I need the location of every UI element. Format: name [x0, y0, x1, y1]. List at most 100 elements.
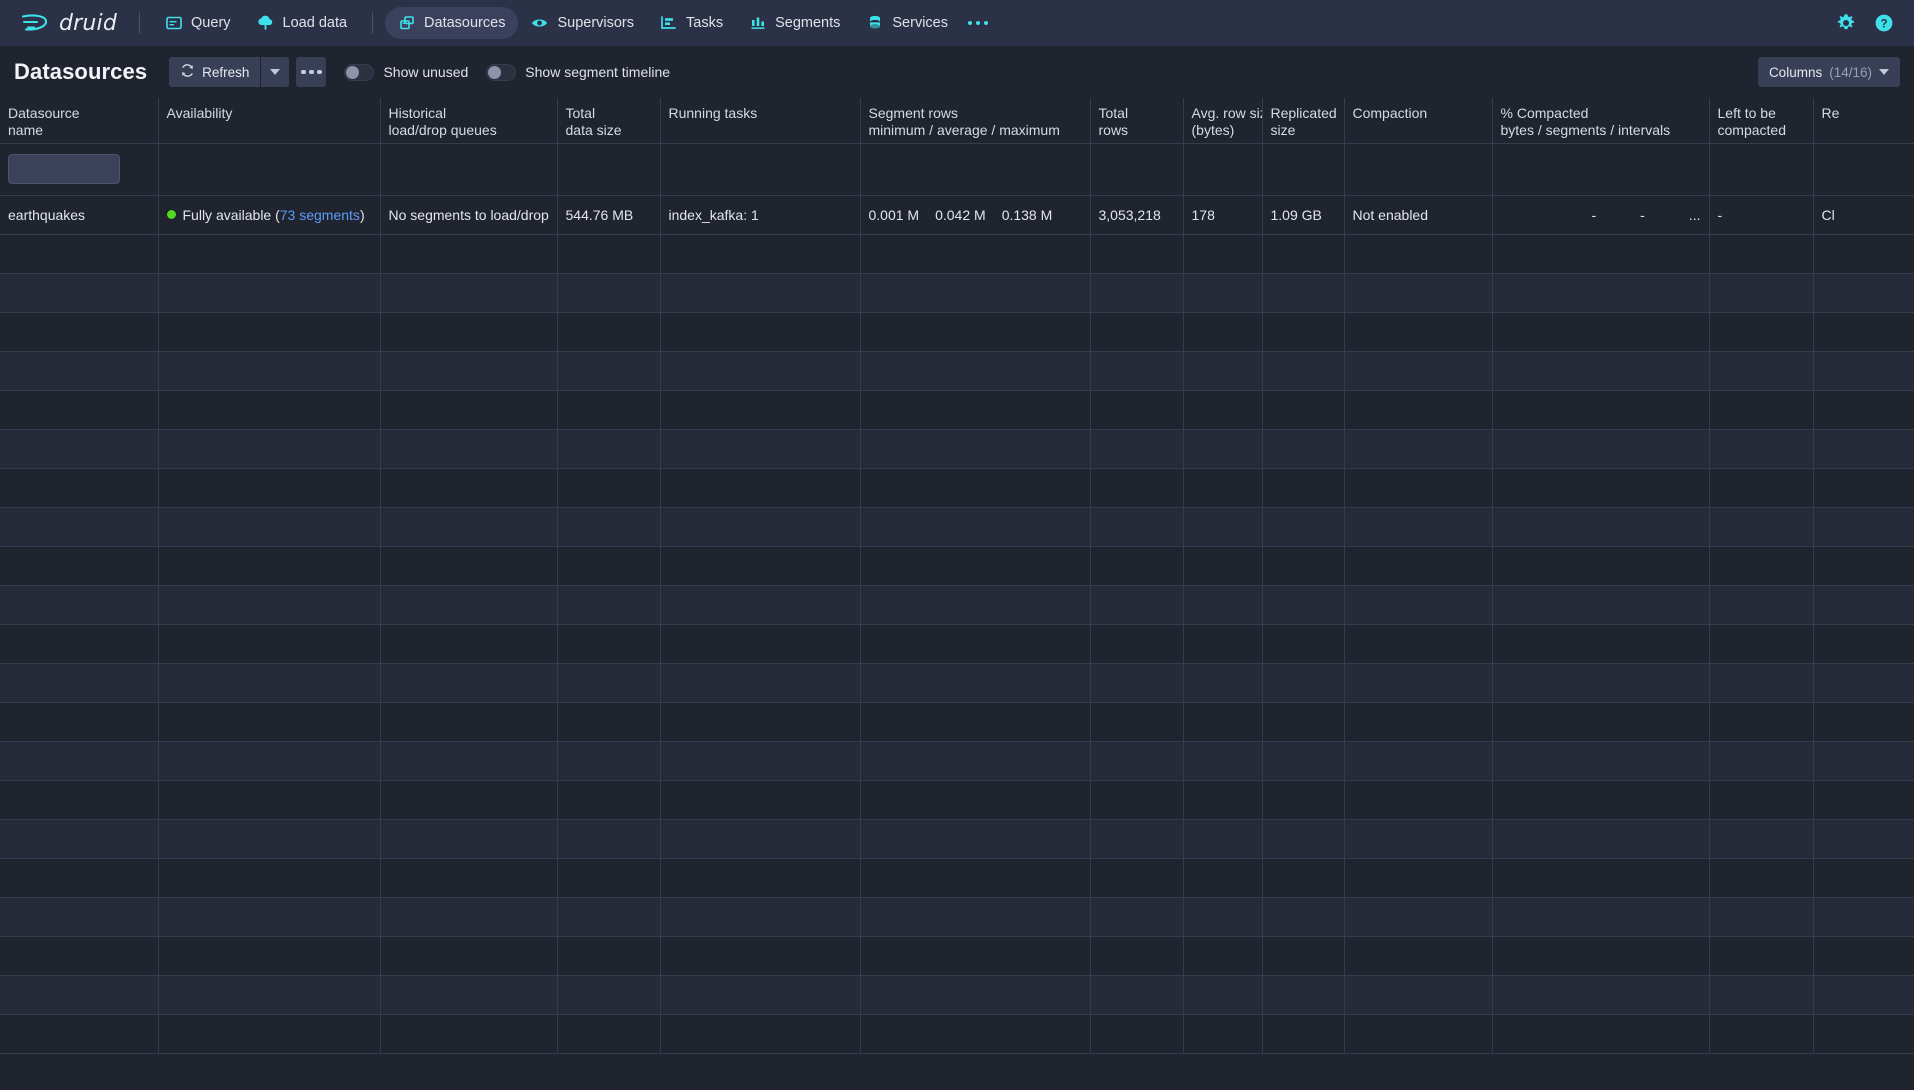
blank-cell	[0, 468, 159, 508]
refresh-dropdown-button[interactable]	[261, 57, 290, 87]
column-header-line1: Left to be	[1717, 105, 1776, 121]
table-blank-row	[0, 273, 1914, 313]
datasource-name-filter-input[interactable]	[8, 154, 120, 184]
nav-divider-2	[372, 12, 374, 34]
filter-cell-1[interactable]	[158, 143, 381, 196]
more-actions-button[interactable]	[296, 57, 327, 87]
blank-cell	[660, 858, 861, 898]
blank-cell	[557, 936, 661, 976]
nav-item-segments[interactable]: Segments	[736, 7, 853, 39]
show-segment-timeline-switch[interactable]	[486, 63, 517, 81]
column-header-line2: compacted	[1717, 121, 1786, 138]
nav-item-tasks[interactable]: Tasks	[647, 7, 736, 39]
filter-cell-2[interactable]	[380, 143, 558, 196]
blank-cell	[557, 312, 661, 352]
blank-cell	[1709, 273, 1814, 313]
filter-cell-9[interactable]	[1344, 143, 1493, 196]
column-header-line2: minimum / average / maximum	[868, 121, 1060, 138]
column-header-4[interactable]: Running tasks	[660, 98, 861, 144]
blank-cell	[1492, 234, 1710, 274]
blank-cell	[0, 936, 159, 976]
blank-cell	[1262, 858, 1345, 898]
table-header-row: Datasource name Availability Historical load…	[0, 98, 1914, 144]
blank-cell	[1344, 468, 1493, 508]
druid-logo-mark	[20, 12, 50, 34]
column-header-11[interactable]: Left to be compacted	[1709, 98, 1814, 144]
refresh-button[interactable]: Refresh	[169, 57, 261, 87]
segments-link[interactable]: 73 segments	[279, 206, 360, 223]
column-header-1[interactable]: Availability	[158, 98, 381, 144]
column-header-2[interactable]: Historical load/drop queues	[380, 98, 558, 144]
blank-cell	[860, 468, 1091, 508]
blank-cell	[1090, 780, 1184, 820]
table-blank-row	[0, 936, 1914, 976]
filter-cell-12[interactable]	[1813, 143, 1914, 196]
column-header-8[interactable]: Replicated size	[1262, 98, 1345, 144]
gear-icon[interactable]	[1830, 7, 1862, 39]
blank-cell	[1262, 1014, 1345, 1054]
column-header-5[interactable]: Segment rows minimum / average / maximum	[860, 98, 1091, 144]
blank-cell	[1492, 468, 1710, 508]
blank-cell	[1262, 546, 1345, 586]
filter-cell-8[interactable]	[1262, 143, 1345, 196]
filter-cell-10[interactable]	[1492, 143, 1710, 196]
blank-cell	[660, 741, 861, 781]
blank-cell	[860, 546, 1091, 586]
column-header-0[interactable]: Datasource name	[0, 98, 159, 144]
show-unused-label: Show unused	[383, 64, 469, 80]
blank-cell	[660, 975, 861, 1015]
blank-cell	[557, 1014, 661, 1054]
blank-cell	[1344, 390, 1493, 430]
column-header-10[interactable]: % Compacted bytes / segments / intervals	[1492, 98, 1710, 144]
filter-cell-3[interactable]	[557, 143, 661, 196]
eye-icon	[531, 15, 548, 32]
blank-cell	[1813, 741, 1914, 781]
column-header-3[interactable]: Total data size	[557, 98, 661, 144]
navbar-right-actions: ?	[1830, 0, 1900, 46]
column-header-6[interactable]: Total rows	[1090, 98, 1184, 144]
column-header-line2: data size	[565, 121, 622, 138]
help-icon[interactable]: ?	[1868, 7, 1900, 39]
show-unused-switch[interactable]	[344, 63, 375, 81]
nav-item-services[interactable]: Services	[853, 7, 961, 39]
blank-cell	[1262, 741, 1345, 781]
blank-cell	[1344, 819, 1493, 859]
blank-cell	[1492, 936, 1710, 976]
table-row[interactable]: earthquakes Fully available (73 segments)…	[0, 195, 1914, 235]
show-unused-toggle[interactable]: Show unused	[344, 63, 469, 81]
nav-item-query[interactable]: Query	[152, 7, 244, 39]
blank-cell	[1344, 780, 1493, 820]
blank-cell	[1344, 897, 1493, 937]
druid-logo[interactable]: druid	[14, 0, 127, 46]
blank-cell	[860, 351, 1091, 391]
datasources-table-container[interactable]: Datasource name Availability Historical load…	[0, 98, 1914, 1090]
column-header-line1: Replicated	[1270, 105, 1337, 121]
blank-cell	[1090, 351, 1184, 391]
pct-compacted-intervals: ...	[1688, 206, 1701, 223]
nav-item-load-data[interactable]: Load data	[244, 7, 361, 39]
blank-cell	[557, 624, 661, 664]
filter-cell-11[interactable]	[1709, 143, 1814, 196]
filter-cell-5[interactable]	[860, 143, 1091, 196]
nav-item-datasources[interactable]: Datasources	[385, 7, 519, 39]
blank-cell	[557, 585, 661, 625]
nav-item-supervisors[interactable]: Supervisors	[518, 7, 647, 39]
column-header-9[interactable]: Compaction	[1344, 98, 1493, 144]
filter-cell-7[interactable]	[1183, 143, 1263, 196]
blank-cell	[158, 663, 381, 703]
filter-cell-4[interactable]	[660, 143, 861, 196]
chevron-down-icon	[270, 69, 281, 75]
blank-cell	[860, 624, 1091, 664]
column-header-7[interactable]: Avg. row size(bytes)	[1183, 98, 1263, 144]
columns-button[interactable]: Columns (14/16)	[1757, 57, 1900, 87]
blank-cell	[557, 741, 661, 781]
nav-more-icon[interactable]	[961, 7, 995, 39]
column-header-12[interactable]: Re	[1813, 98, 1914, 144]
show-segment-timeline-toggle[interactable]: Show segment timeline	[486, 63, 670, 81]
filter-cell-6[interactable]	[1090, 143, 1184, 196]
cell-running-tasks: index_kafka: 1	[660, 195, 861, 235]
blank-cell	[557, 819, 661, 859]
blank-cell	[1262, 468, 1345, 508]
filter-cell-0[interactable]	[0, 143, 159, 196]
blank-cell	[660, 468, 861, 508]
